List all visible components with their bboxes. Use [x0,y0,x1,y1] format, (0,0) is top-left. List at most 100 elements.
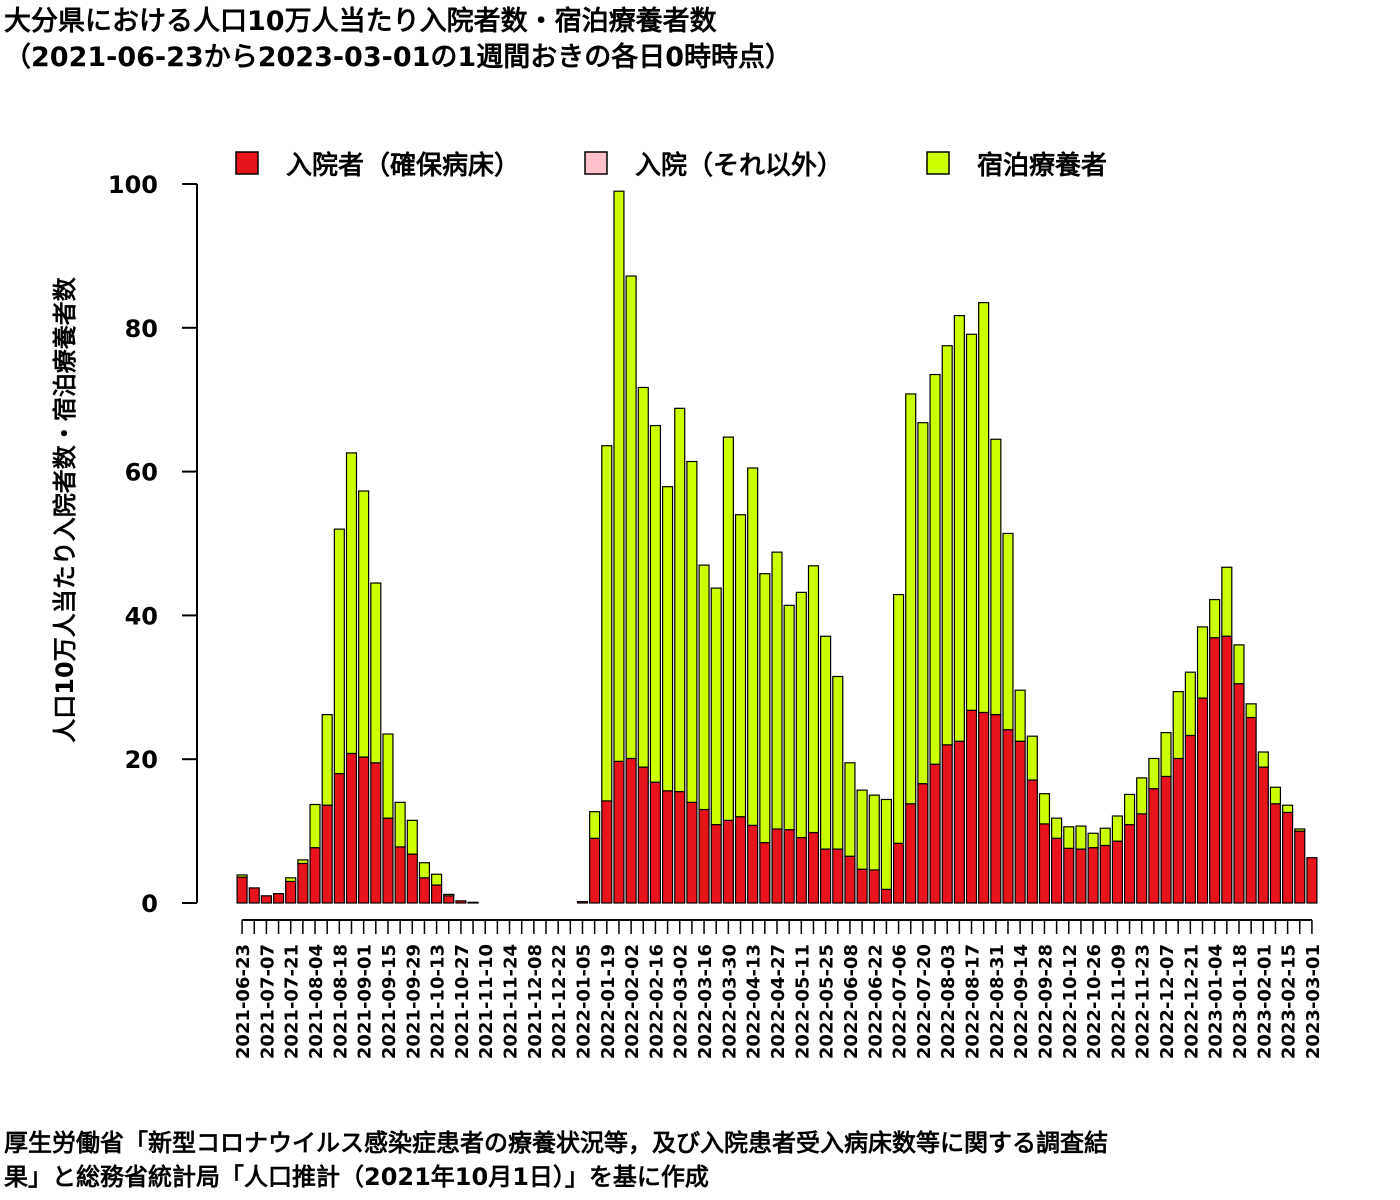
bar-segment [418,862,431,879]
bar-segment [1209,637,1221,904]
bar-segment [321,804,333,904]
bar-segment [236,874,248,878]
bar-segment [1269,786,1282,805]
x-tick-label: 2022-01-05 [573,944,594,1059]
bar-segment [285,880,297,904]
bar-segment [990,438,1002,716]
legend-item: 宿泊療養者 [926,150,1107,181]
bar-segment [333,772,345,904]
bar-segment [649,781,662,904]
x-tick-label: 2023-01-04 [1206,944,1227,1059]
bar-segment [978,302,990,714]
bar-segment [844,762,856,857]
x-tick-label: 2022-11-23 [1133,944,1154,1059]
x-tick-label: 2023-02-01 [1254,944,1275,1059]
bar-segment [625,757,637,904]
x-tick-label: 2022-08-03 [938,944,959,1059]
x-tick-label: 2023-01-18 [1230,944,1251,1059]
bar-segment [431,873,443,886]
bar-segment [661,486,674,792]
bar-segment [868,869,880,904]
bar-segment [1196,697,1209,904]
x-tick-label: 2022-12-07 [1157,944,1178,1059]
bar-segment [1148,788,1160,904]
x-tick-label: 2022-02-02 [622,944,643,1059]
x-tick-label: 2023-03-01 [1303,944,1324,1059]
x-tick-label: 2022-06-22 [865,944,886,1059]
x-tick-label: 2022-10-12 [1060,944,1081,1059]
bar-segment [892,842,905,904]
bar-segment [382,733,394,819]
bar-segment [674,407,686,793]
bar-segment [589,837,601,904]
bar-segment [443,893,455,897]
bar-segment [248,887,260,904]
x-tick-label: 2022-06-08 [841,944,862,1059]
bar-segment [589,811,601,839]
bar-segment [1099,827,1111,847]
bar-segment [431,884,443,904]
x-tick-label: 2022-03-16 [695,944,716,1059]
x-axis: 2021-06-23 2021-07-07 2021-07-21 2021-08-04… [233,919,1324,1059]
bar-segment [1038,823,1051,904]
bar-segment [1245,716,1257,904]
bar-segment [820,635,832,850]
bar-segment [710,587,722,826]
legend: 入院者（確保病床） 入院（それ以外） 宿泊療養者 [235,150,1107,181]
bar-segment [832,848,844,904]
legend-item: 入院者（確保病床） [235,150,520,181]
y-tick-label: 60 [125,459,158,487]
bar-segment [358,756,370,904]
x-tick-label: 2022-12-21 [1181,944,1202,1059]
bar-segment [1257,766,1269,904]
bar-segment [613,760,625,904]
x-tick-label: 2021-12-08 [525,944,546,1059]
y-tick-label: 40 [125,602,158,630]
bar-segment [820,848,832,904]
bar-segment [1111,815,1123,842]
x-tick-label: 2022-08-17 [963,944,984,1059]
bar-segment [1014,689,1026,742]
bar-segment [382,817,394,904]
bar-segment [783,604,795,831]
bar-segment [625,275,637,760]
x-tick-label: 2021-10-27 [452,944,473,1059]
x-tick-label: 2021-09-15 [379,944,400,1059]
bar-segment [965,709,978,904]
bar-segment [880,888,892,904]
bar-segment [747,467,759,826]
legend-item: 入院（それ以外） [584,150,843,181]
bar-segment [1002,729,1014,904]
bar-segment [1184,734,1196,904]
bar-segment [394,846,406,904]
bar-segment [260,895,272,904]
bar-segment [1111,840,1123,904]
x-tick-label: 2021-11-10 [476,944,497,1059]
bar-segment [1063,826,1075,849]
x-tick-label: 2021-08-18 [330,944,351,1059]
y-axis: 0 20 40 60 80 100 [108,171,198,918]
bar-segment [637,766,649,904]
bar-segment [832,675,844,850]
bar-segment [1051,837,1063,904]
x-tick-label: 2021-07-21 [282,944,303,1059]
bar-segment [1136,813,1148,904]
bar-segment [637,386,649,768]
bar-segment [1136,777,1148,815]
bar-segment [418,877,431,904]
bar-segment [613,190,625,762]
bar-segment [771,551,783,830]
bar-segment [285,877,297,883]
bar-segment [722,436,734,821]
bar-segment [1051,817,1063,839]
bar-segment [1172,691,1184,760]
bar-segment [297,862,309,904]
bar-segment [941,744,953,904]
bar-segment [722,819,734,904]
bar-segment [710,824,722,904]
bar-segment [1196,626,1209,699]
bar-segment [345,752,358,904]
bar-segment [1306,857,1318,904]
bar-segment [698,808,710,904]
bar-segment [1282,811,1294,904]
